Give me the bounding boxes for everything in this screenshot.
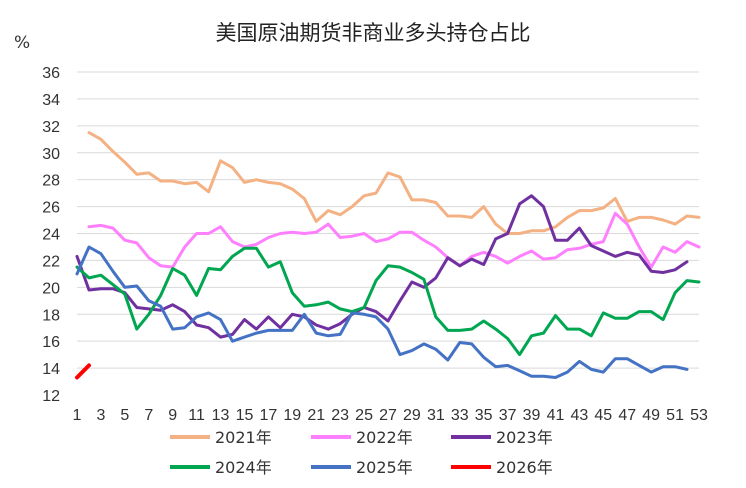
x-tick-label: 39: [523, 407, 541, 424]
y-axis-ticks: 12 14 16 18 20 22 24 26 28 30 32 34 36: [42, 65, 60, 405]
y-tick-label: 12: [42, 388, 60, 405]
y-tick-label: 18: [42, 307, 60, 324]
gridlines: [77, 71, 699, 369]
series-line-2024年: [75, 246, 701, 357]
x-tick-label: 3: [96, 407, 105, 424]
x-tick-label: 49: [642, 407, 660, 424]
x-tick-label: 33: [451, 407, 469, 424]
x-tick-label: 43: [570, 407, 588, 424]
x-tick-label: 47: [618, 407, 636, 424]
x-tick-label: 23: [331, 407, 349, 424]
y-tick-label: 30: [42, 146, 60, 163]
x-tick-label: 5: [120, 407, 129, 424]
series-line-2022年: [87, 211, 701, 269]
x-tick-label: 15: [236, 407, 254, 424]
x-tick-label: 31: [427, 407, 445, 424]
series-lines: [75, 131, 701, 380]
series-line-2021年: [87, 131, 701, 235]
y-tick-label: 26: [42, 200, 60, 217]
x-tick-label: 53: [690, 407, 708, 424]
legend: 2021年 2022年 2023年 2024年 2025年 2026年: [170, 428, 553, 477]
chart-title: 美国原油期货非商业多头持仓占比: [216, 21, 531, 45]
y-tick-label: 20: [42, 280, 60, 297]
x-axis-ticks: 1 3 5 7 9 11 13 15 17 19 21 23 25 27 29 31 33 35 37 39 41 43 4…: [73, 407, 708, 424]
x-tick-label: 21: [307, 407, 325, 424]
legend-label: 2023年: [496, 428, 553, 447]
y-tick-label: 32: [42, 119, 60, 136]
x-tick-label: 35: [475, 407, 493, 424]
series-line-2023年: [75, 194, 689, 339]
y-tick-label: 34: [42, 92, 60, 109]
y-tick-label: 24: [42, 227, 60, 244]
series-line-2026年: [75, 363, 91, 380]
x-tick-label: 25: [355, 407, 373, 424]
legend-label: 2026年: [496, 458, 553, 477]
x-tick-label: 45: [594, 407, 612, 424]
x-tick-label: 1: [73, 407, 82, 424]
x-tick-label: 13: [212, 407, 230, 424]
x-tick-label: 7: [144, 407, 153, 424]
x-tick-label: 9: [168, 407, 177, 424]
y-tick-label: 22: [42, 253, 60, 270]
x-tick-label: 27: [379, 407, 397, 424]
x-tick-label: 51: [666, 407, 684, 424]
y-tick-label: 28: [42, 173, 60, 190]
y-tick-label: 16: [42, 334, 60, 351]
x-tick-label: 29: [403, 407, 421, 424]
x-tick-label: 17: [259, 407, 277, 424]
y-tick-label: 14: [42, 361, 60, 378]
x-tick-label: 37: [499, 407, 517, 424]
legend-label: 2022年: [356, 428, 413, 447]
legend-label: 2025年: [356, 458, 413, 477]
x-tick-label: 11: [188, 407, 205, 424]
x-tick-label: 19: [283, 407, 301, 424]
series-line-2025年: [75, 245, 689, 379]
y-tick-label: 36: [42, 65, 60, 82]
legend-label: 2024年: [215, 458, 272, 477]
legend-label: 2021年: [215, 428, 272, 447]
y-axis-unit-label: %: [14, 33, 30, 53]
x-tick-label: 41: [547, 407, 565, 424]
